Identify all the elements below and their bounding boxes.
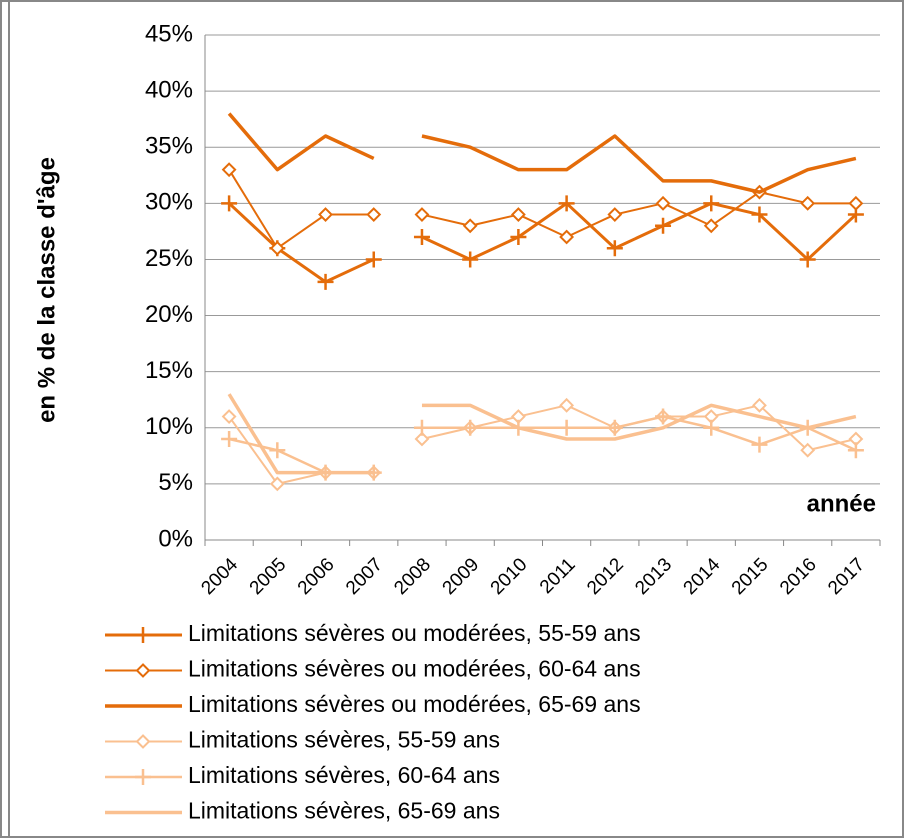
marker-plus	[799, 251, 816, 268]
marker-diamond	[607, 207, 623, 222]
marker-diamond	[269, 476, 285, 492]
marker-plus	[606, 240, 623, 257]
marker-diamond	[414, 431, 430, 447]
marker-diamond	[221, 162, 237, 178]
y-tick-label: 15%	[145, 357, 193, 384]
series-line	[227, 112, 375, 172]
marker-plus	[606, 419, 623, 436]
marker-plus	[462, 251, 479, 268]
marker-plus	[462, 419, 479, 436]
x-tick-label: 2017	[824, 554, 869, 599]
marker-diamond	[655, 195, 671, 211]
marker-plus	[413, 229, 430, 245]
legend-label: Limitations sévères, 60-64 ans	[188, 762, 500, 788]
marker-plus	[221, 195, 238, 212]
marker-plus	[558, 419, 575, 436]
marker-diamond	[800, 442, 816, 458]
marker-diamond	[462, 218, 478, 234]
x-tick-label: 2009	[439, 554, 484, 599]
x-tick-label: 2016	[776, 554, 821, 599]
marker-diamond	[800, 195, 816, 211]
marker-plus	[558, 195, 575, 212]
marker-plus	[510, 229, 527, 245]
x-tick-label: 2015	[728, 554, 773, 599]
legend-marker	[135, 769, 151, 785]
marker-plus	[365, 251, 382, 268]
marker-plus	[413, 419, 430, 436]
y-tick-label: 25%	[145, 245, 193, 272]
legend-label: Limitations sévères, 65-69 ans	[188, 798, 500, 824]
y-tick-label: 5%	[158, 469, 193, 496]
marker-diamond	[221, 409, 237, 424]
x-tick-label: 2011	[536, 554, 580, 598]
marker-diamond	[366, 207, 382, 222]
y-tick-label: 10%	[145, 413, 193, 440]
marker-diamond	[703, 218, 719, 234]
marker-plus	[221, 431, 238, 447]
series-line	[421, 134, 857, 194]
y-tick-label: 30%	[145, 189, 193, 216]
y-tick-label: 45%	[145, 20, 193, 47]
legend-label: Limitations sévères ou modérées, 55-59 a…	[188, 620, 641, 646]
series-line	[228, 437, 374, 474]
marker-plus	[751, 436, 768, 453]
y-tick-label: 0%	[158, 525, 193, 552]
marker-diamond	[269, 240, 285, 256]
marker-diamond	[559, 397, 575, 413]
marker-plus	[655, 408, 672, 425]
series-line	[227, 393, 374, 475]
x-axis-label: année	[807, 490, 876, 517]
legend-label: Limitations sévères ou modérées, 65-69 a…	[188, 691, 641, 717]
x-tick-label: 2004	[197, 554, 242, 599]
marker-diamond	[414, 207, 430, 222]
series-line	[421, 201, 857, 261]
marker-diamond	[318, 207, 333, 222]
y-tick-label: 40%	[145, 76, 193, 103]
legend-marker	[135, 663, 151, 678]
marker-plus	[269, 442, 286, 459]
marker-plus	[703, 195, 720, 212]
y-axis-label: en % de la classe d'âge	[33, 157, 60, 423]
x-tick-label: 2010	[487, 554, 532, 599]
marker-plus	[655, 217, 672, 234]
x-tick-label: 2013	[631, 554, 676, 599]
x-tick-label: 2007	[342, 554, 387, 599]
legend-label: Limitations sévères, 55-59 ans	[188, 727, 500, 753]
legend-marker	[135, 734, 151, 749]
marker-diamond	[510, 207, 526, 222]
x-tick-label: 2006	[294, 554, 339, 599]
y-tick-label: 35%	[145, 133, 193, 160]
series-line	[228, 202, 375, 284]
legend-label: Limitations sévères ou modérées, 60-64 a…	[188, 656, 641, 682]
marker-plus	[751, 206, 768, 223]
marker-plus	[317, 273, 334, 290]
marker-diamond	[559, 229, 575, 245]
series-line	[421, 415, 857, 452]
marker-plus	[703, 419, 720, 436]
x-tick-label: 2005	[246, 554, 291, 599]
y-tick-label: 20%	[145, 301, 193, 328]
marker-plus	[847, 442, 864, 459]
x-tick-label: 2012	[583, 554, 628, 599]
series-line	[421, 403, 857, 441]
x-tick-label: 2014	[680, 554, 725, 599]
legend-marker	[135, 627, 151, 643]
series-line	[228, 169, 374, 250]
x-tick-label: 2008	[390, 554, 435, 599]
marker-diamond	[848, 195, 864, 211]
marker-diamond	[752, 397, 767, 413]
series-line	[421, 191, 856, 238]
